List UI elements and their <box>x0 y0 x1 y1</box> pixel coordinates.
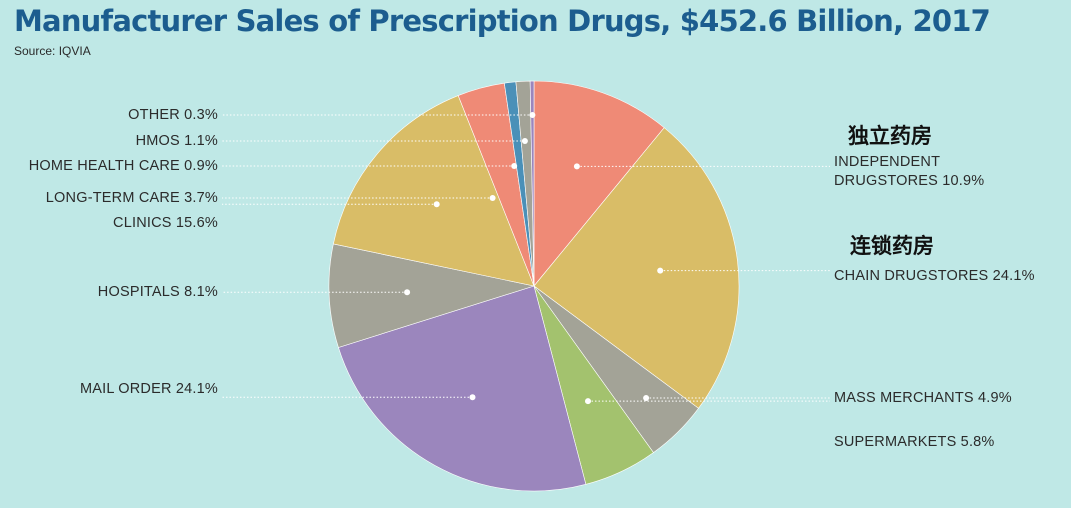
label-hmos: HMOS 1.1% <box>135 133 218 149</box>
label-independent-drugstores: INDEPENDENT DRUGSTORES 10.9% <box>834 153 984 191</box>
leader-dot-other <box>529 112 536 118</box>
pie-slice-independent-drugstores <box>533 80 665 287</box>
pie-slice-clinics <box>333 95 535 287</box>
label-long-term-care: LONG-TERM CARE 3.7% <box>45 190 218 206</box>
leader-dot-chain-drugstores <box>657 267 664 274</box>
annotation-chain-cn: 连锁药房 <box>850 234 934 258</box>
label-independent-line1: INDEPENDENT <box>834 154 941 170</box>
label-mail-order: MAIL ORDER 24.1% <box>79 381 218 397</box>
pie-slice-other <box>529 80 535 287</box>
label-independent-line2: DRUGSTORES 10.9% <box>834 173 985 189</box>
leader-dot-hmos <box>521 138 528 144</box>
label-chain-drugstores: CHAIN DRUGSTORES 24.1% <box>834 268 1035 284</box>
label-other: OTHER 0.3% <box>128 107 218 123</box>
label-hospitals: HOSPITALS 8.1% <box>97 284 218 300</box>
chart-title: Manufacturer Sales of Prescription Drugs… <box>14 4 991 38</box>
leader-dot-supermarkets <box>585 398 591 405</box>
leader-dot-mail-order <box>469 394 476 401</box>
label-mass-merchants: MASS MERCHANTS 4.9% <box>834 390 1012 406</box>
pie-slice-mail-order <box>338 285 587 492</box>
pie-slice-chain-drugstores <box>533 127 740 409</box>
leader-dot-mass-merchants <box>643 395 650 401</box>
label-clinics: CLINICS 15.6% <box>113 215 218 231</box>
leader-dot-long-term-care <box>489 195 496 201</box>
leader-dot-hospitals <box>404 289 411 296</box>
leader-dot-clinics <box>433 201 440 208</box>
annotation-independent-cn: 独立药房 <box>848 124 932 148</box>
label-supermarkets: SUPERMARKETS 5.8% <box>834 434 995 450</box>
leader-dot-independent-drugstores <box>573 163 580 170</box>
label-home-health-care: HOME HEALTH CARE 0.9% <box>28 158 218 174</box>
chart-source: Source: IQVIA <box>14 44 91 58</box>
leader-dot-home-health-care <box>511 163 518 169</box>
pie-slice-hospitals <box>328 243 536 348</box>
